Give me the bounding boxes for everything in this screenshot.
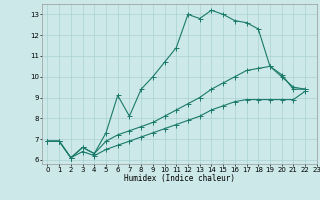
X-axis label: Humidex (Indice chaleur): Humidex (Indice chaleur) [124,174,235,183]
